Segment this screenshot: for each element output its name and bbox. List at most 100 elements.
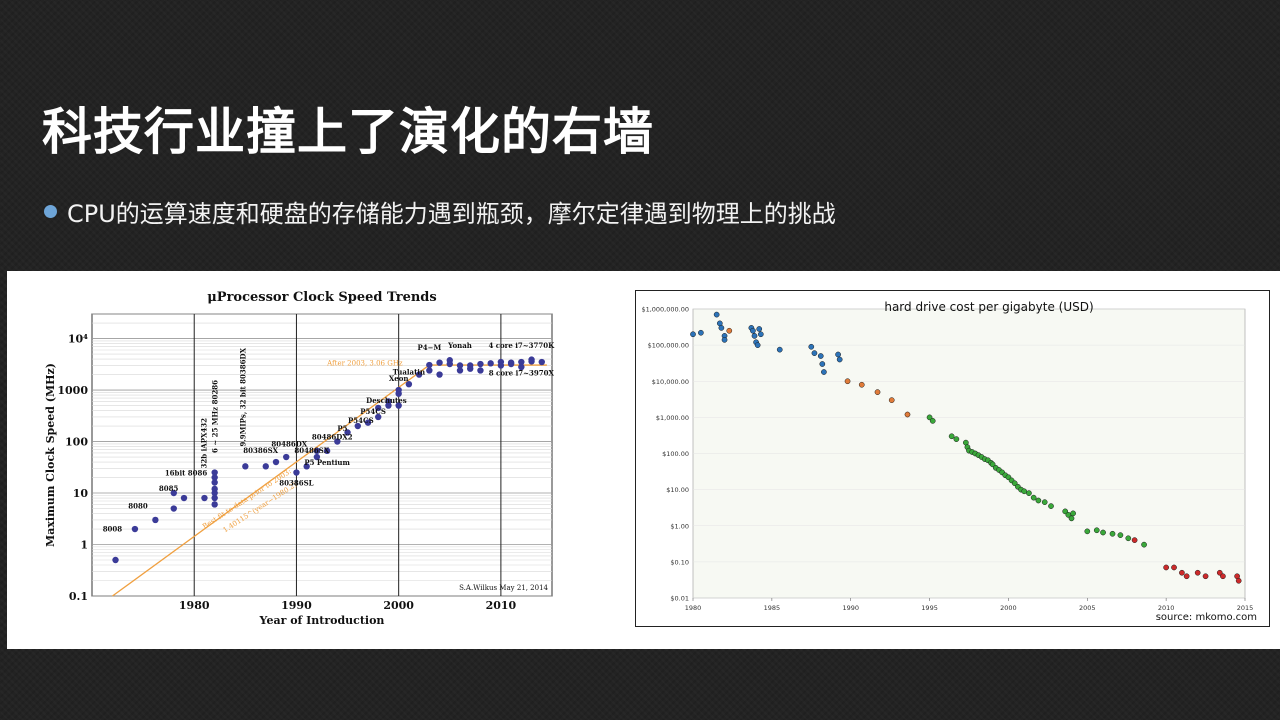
bullet-text: CPU的运算速度和硬盘的存储能力遇到瓶颈，摩尔定律遇到物理上的挑战: [67, 199, 836, 228]
cpu-point: [344, 429, 351, 436]
chart-source: source: mkomo.com: [1156, 612, 1257, 623]
hdd-point-green: [1048, 503, 1054, 509]
cpu-chart-svg: 1980 1990 2000 2010 0.1 1 10 100 1000 10⁴ μProcess…: [44, 290, 555, 627]
hdd-point-blue: [808, 343, 815, 350]
hdd-point-red: [1235, 577, 1242, 584]
hdd-point-red: [1220, 573, 1226, 580]
cpu-point: [131, 525, 139, 533]
cpu-point: [538, 358, 545, 366]
y-tick-label: $100.00: [662, 450, 689, 458]
y-tick-label: $1,000,000.00: [641, 306, 689, 314]
hdd-point-green: [989, 461, 996, 468]
cpu-point: [385, 398, 392, 405]
x-tick-label: 1980: [179, 599, 210, 612]
hdd-point-green: [953, 436, 960, 442]
cpu-point: [313, 447, 321, 455]
processor-label: 8 core i7~3970X: [489, 369, 555, 378]
chart-credit: S.A.Wilkus May 21, 2014: [459, 584, 548, 592]
hdd-point-green: [926, 414, 933, 421]
hdd-point-blue: [811, 350, 818, 356]
hdd-point-red: [1194, 569, 1201, 576]
cpu-point: [211, 501, 218, 508]
hdd-point-blue: [718, 325, 725, 331]
cpu-point: [180, 494, 188, 502]
bullet-point: CPU的运算速度和硬盘的存储能力遇到瓶颈，摩尔定律遇到物理上的挑战: [44, 195, 836, 228]
hdd-chart-svg: $0.01 $0.10 $1.00 $10.00 $100.00 $1,000.00 $10…: [635, 290, 1270, 627]
cpu-point: [518, 358, 525, 366]
processor-label: P54CS: [360, 407, 386, 416]
cpu-point: [456, 367, 464, 374]
cpu-point: [426, 367, 433, 374]
cpu-point: [467, 365, 474, 372]
processor-label: 80486SX: [294, 446, 329, 455]
hdd-point-green: [1021, 488, 1028, 495]
cpu-point: [201, 494, 208, 502]
hdd-point-red: [1179, 569, 1185, 576]
y-tick-label: $0.10: [670, 558, 689, 566]
cpu-point: [211, 474, 218, 481]
x-tick-label: 2010: [1158, 604, 1175, 612]
processor-label: 8080: [128, 502, 148, 511]
hdd-point-green: [948, 433, 955, 440]
hdd-point-green: [1109, 530, 1116, 537]
processor-label: 6 ~ 25 MHz 80286: [211, 380, 220, 453]
cpu-clock-chart: 1980 1990 2000 2010 0.1 1 10 100 1000 10⁴ μProcess…: [40, 282, 565, 636]
hdd-point-red: [1183, 573, 1190, 580]
hdd-point-green: [1093, 527, 1100, 534]
processor-label: 9.9MIPs, 32 bit 80386DX: [238, 347, 247, 446]
processor-label: 80386SX: [243, 446, 278, 455]
cpu-point: [334, 438, 341, 445]
cpu-point: [528, 358, 535, 365]
x-tick-label: 1990: [842, 604, 859, 612]
y-tick-label: $10.00: [666, 486, 689, 494]
hdd-point-green: [1117, 532, 1124, 538]
x-tick-label: 2010: [486, 599, 517, 612]
cpu-point: [436, 359, 443, 366]
processor-label: P5 Pentium: [304, 458, 350, 467]
cpu-point: [211, 494, 218, 502]
processor-label: Yonah: [447, 341, 472, 350]
cpu-point: [477, 367, 484, 374]
x-tick-label: 1980: [685, 604, 702, 612]
x-tick-label: 1990: [281, 599, 312, 612]
hdd-point-blue: [750, 327, 756, 334]
y-tick-label: 10: [73, 487, 89, 500]
processor-label: 32b iAPX432: [199, 418, 208, 469]
processor-label: 80386SL: [279, 479, 313, 488]
processor-label: 4 core i7~3770K: [488, 341, 555, 350]
hdd-point-blue: [721, 336, 728, 343]
hdd-point-green: [1125, 535, 1132, 542]
hdd-point-green: [1011, 480, 1018, 487]
hdd-point-blue: [757, 331, 764, 338]
cpu-point: [436, 371, 443, 378]
cpu-point: [426, 361, 433, 369]
hdd-point-blue: [776, 346, 783, 353]
hdd-point-blue: [690, 331, 696, 338]
hdd-point-blue: [698, 329, 704, 336]
hdd-point-orange: [888, 397, 895, 403]
hdd-point-orange: [874, 389, 881, 395]
cpu-point: [477, 360, 484, 368]
hdd-point-red: [1131, 537, 1138, 543]
cpu-point: [395, 402, 402, 409]
y-tick-label: $0.01: [670, 595, 689, 603]
y-tick-label: $1,000.00: [656, 414, 689, 422]
hdd-point-green: [929, 418, 936, 424]
hdd-point-green: [1068, 515, 1075, 522]
x-tick-label: 1995: [921, 604, 938, 612]
hdd-point-blue: [821, 369, 827, 375]
processor-label: P4−M: [417, 343, 441, 352]
cpu-point: [170, 489, 177, 497]
cpu-point: [446, 360, 453, 368]
cpu-point: [293, 469, 300, 476]
processor-label: 80486DX2: [312, 432, 353, 441]
processor-label: 16bit 8086: [165, 468, 208, 477]
cpu-point: [364, 419, 372, 426]
cpu-point: [518, 363, 525, 371]
cpu-point: [262, 463, 269, 470]
processor-label: Tualatin: [393, 368, 425, 377]
y-tick-label: 1000: [57, 384, 88, 397]
hdd-point-blue: [751, 333, 758, 339]
hdd-cost-chart: $0.01 $0.10 $1.00 $10.00 $100.00 $1,000.00 $10…: [635, 290, 1270, 631]
processor-label: 8085: [159, 484, 179, 493]
